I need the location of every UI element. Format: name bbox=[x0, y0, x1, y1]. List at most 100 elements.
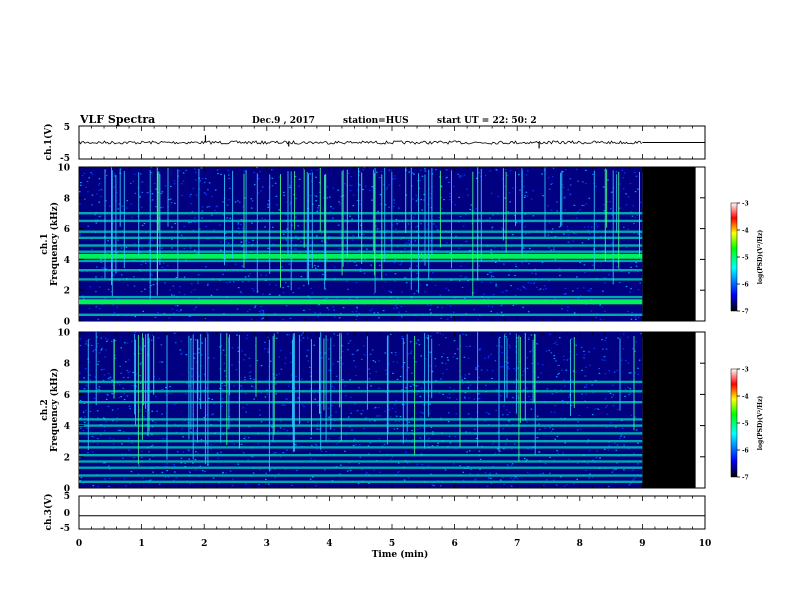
noise-speckle bbox=[560, 476, 562, 478]
noise-speckle bbox=[512, 397, 515, 399]
noise-speckle bbox=[547, 177, 550, 179]
noise-speckle bbox=[143, 416, 145, 418]
noise-speckle bbox=[635, 265, 638, 267]
noise-speckle bbox=[220, 173, 222, 175]
noise-speckle bbox=[512, 304, 515, 306]
noise-speckle bbox=[598, 372, 601, 375]
noise-speckle bbox=[620, 435, 622, 438]
noise-speckle bbox=[233, 443, 236, 445]
sferic-line bbox=[340, 332, 342, 442]
sferic-line bbox=[147, 333, 149, 411]
noise-speckle bbox=[201, 177, 204, 180]
noise-speckle bbox=[347, 288, 349, 290]
noise-speckle bbox=[442, 373, 444, 375]
noise-speckle bbox=[479, 348, 482, 350]
noise-speckle bbox=[181, 194, 183, 196]
noise-speckle bbox=[378, 264, 381, 266]
noise-speckle bbox=[561, 399, 564, 402]
noise-speckle bbox=[624, 395, 626, 397]
noise-speckle bbox=[139, 375, 141, 377]
noise-speckle bbox=[194, 249, 196, 251]
noise-speckle bbox=[536, 437, 539, 439]
noise-speckle bbox=[439, 332, 442, 334]
noise-speckle bbox=[420, 169, 422, 171]
noise-speckle bbox=[420, 252, 423, 254]
noise-speckle bbox=[252, 386, 255, 388]
noise-speckle bbox=[157, 337, 160, 339]
noise-speckle bbox=[431, 445, 434, 447]
noise-speckle bbox=[113, 186, 116, 188]
noise-speckle bbox=[395, 400, 398, 402]
noise-speckle bbox=[623, 444, 625, 446]
noise-speckle bbox=[174, 305, 177, 307]
noise-speckle bbox=[127, 449, 130, 451]
noise-speckle bbox=[107, 373, 110, 375]
noise-speckle bbox=[430, 473, 432, 475]
noise-speckle bbox=[413, 293, 416, 295]
noise-speckle bbox=[157, 174, 159, 176]
colorbar-tick-label: -7 bbox=[742, 309, 749, 316]
noise-speckle bbox=[160, 207, 162, 209]
noise-speckle bbox=[518, 174, 520, 176]
noise-speckle bbox=[640, 259, 642, 261]
noise-speckle bbox=[127, 372, 130, 374]
noise-speckle bbox=[351, 239, 354, 241]
sferic-line bbox=[148, 337, 150, 432]
noise-speckle bbox=[468, 431, 471, 433]
noise-speckle bbox=[183, 226, 186, 228]
noise-speckle bbox=[265, 478, 267, 480]
noise-speckle bbox=[246, 311, 249, 313]
noise-speckle bbox=[508, 411, 511, 413]
noise-speckle bbox=[448, 435, 451, 437]
noise-speckle bbox=[374, 420, 376, 422]
sferic-line bbox=[119, 168, 121, 227]
noise-speckle bbox=[621, 169, 624, 171]
noise-speckle bbox=[585, 386, 588, 388]
noise-speckle bbox=[490, 275, 493, 277]
noise-speckle bbox=[131, 442, 133, 444]
noise-speckle bbox=[547, 205, 549, 207]
noise-speckle bbox=[210, 294, 213, 296]
noise-speckle bbox=[290, 341, 293, 343]
noise-speckle bbox=[220, 345, 223, 347]
noise-speckle bbox=[287, 385, 290, 387]
noise-speckle bbox=[535, 273, 537, 275]
noise-speckle bbox=[633, 452, 635, 454]
noise-speckle bbox=[85, 343, 87, 345]
noise-speckle bbox=[350, 185, 353, 187]
start-time-label: start UT = 22: 50: 2 bbox=[437, 116, 537, 126]
noise-speckle bbox=[315, 176, 317, 178]
noise-speckle bbox=[564, 287, 567, 289]
noise-speckle bbox=[302, 332, 304, 334]
noise-speckle bbox=[396, 378, 399, 380]
noise-speckle bbox=[100, 337, 102, 339]
noise-speckle bbox=[200, 167, 203, 169]
noise-speckle bbox=[253, 378, 255, 380]
noise-speckle bbox=[615, 171, 618, 173]
noise-speckle bbox=[627, 310, 629, 313]
noise-speckle bbox=[530, 399, 532, 401]
noise-speckle bbox=[487, 298, 490, 300]
noise-speckle bbox=[555, 484, 558, 486]
noise-speckle bbox=[83, 298, 85, 300]
noise-speckle bbox=[320, 450, 323, 452]
noise-speckle bbox=[569, 184, 572, 186]
noise-speckle bbox=[353, 360, 355, 362]
noise-speckle bbox=[198, 403, 201, 405]
noise-speckle bbox=[205, 332, 208, 334]
noise-speckle bbox=[384, 281, 387, 283]
noise-speckle bbox=[113, 175, 116, 177]
noise-speckle bbox=[371, 308, 373, 310]
noise-speckle bbox=[511, 463, 514, 465]
noise-speckle bbox=[393, 307, 395, 309]
noise-speckle bbox=[556, 450, 558, 452]
noise-speckle bbox=[397, 472, 399, 474]
noise-speckle bbox=[134, 315, 136, 318]
sferic-line bbox=[506, 337, 508, 398]
noise-speckle bbox=[176, 305, 179, 307]
noise-speckle bbox=[251, 200, 254, 202]
sferic-line bbox=[268, 339, 270, 472]
noise-speckle bbox=[290, 361, 292, 363]
noise-speckle bbox=[551, 182, 554, 185]
noise-speckle bbox=[152, 284, 155, 286]
